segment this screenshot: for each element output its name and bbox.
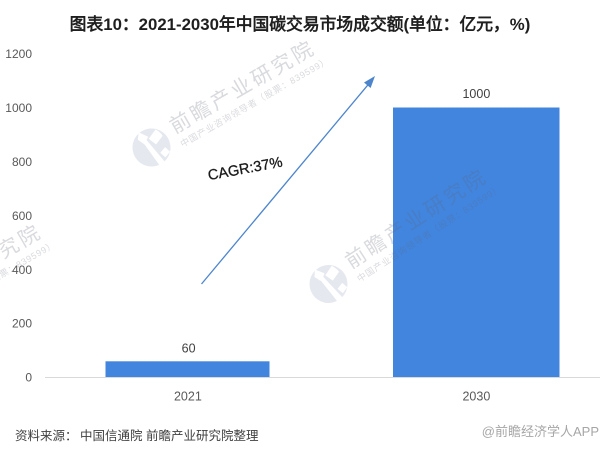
- svg-text:1200: 1200: [5, 47, 32, 61]
- svg-text:0: 0: [25, 371, 32, 385]
- svg-text:200: 200: [12, 317, 32, 331]
- svg-text:2030: 2030: [462, 389, 490, 403]
- svg-text:600: 600: [12, 209, 32, 223]
- svg-text:800: 800: [12, 155, 32, 169]
- svg-text:400: 400: [12, 263, 32, 277]
- svg-text:1000: 1000: [462, 87, 490, 101]
- svg-text:2021: 2021: [174, 389, 202, 403]
- svg-text:60: 60: [182, 342, 196, 356]
- svg-text:1000: 1000: [5, 101, 32, 115]
